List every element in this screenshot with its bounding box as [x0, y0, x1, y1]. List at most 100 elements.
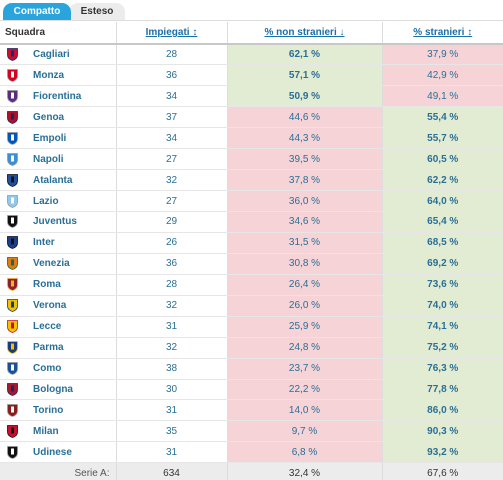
foreign-cell: 64,0 % [381, 190, 503, 212]
team-cell: Bologna [0, 379, 116, 401]
sort-foreign-link[interactable]: % stranieri ↕ [413, 27, 473, 38]
footer-employed: 634 [115, 462, 227, 480]
foreign-cell: 65,4 % [381, 211, 503, 233]
non-foreign-cell: 39,5 % [226, 148, 382, 171]
foreign-cell: 74,0 % [381, 295, 503, 317]
team-link[interactable]: Inter [33, 237, 55, 249]
team-link[interactable]: Atalanta [33, 174, 73, 186]
team-wrap: Udinese [7, 445, 116, 459]
team-cell: Fiorentina [0, 85, 116, 108]
team-link[interactable]: Udinese [33, 446, 72, 458]
column-header-foreign[interactable]: % stranieri ↕ [381, 22, 503, 45]
non-foreign-cell: 44,6 % [226, 106, 382, 129]
verona-crest-icon [7, 299, 18, 313]
view-tabs: Esteso Compatto [0, 0, 503, 21]
foreign-cell: 90,3 % [381, 420, 503, 443]
team-link[interactable]: Genoa [33, 111, 65, 123]
employed-cell: 31 [115, 441, 227, 464]
foreign-cell: 49,1 % [381, 85, 503, 108]
team-link[interactable]: Fiorentina [33, 90, 82, 102]
team-link[interactable]: Lazio [33, 195, 59, 207]
tab-compatto[interactable]: Compatto [3, 3, 71, 21]
team-wrap: Genoa [7, 110, 116, 124]
team-cell: Parma [0, 337, 116, 359]
column-header-team: Squadra [0, 22, 116, 45]
non-foreign-cell: 37,8 % [226, 169, 382, 192]
cagliari-crest-icon [7, 48, 18, 62]
foreign-cell: 60,5 % [381, 148, 503, 171]
table-row: Empoli 34 44,3 % 55,7 % [0, 127, 503, 150]
team-link[interactable]: Monza [33, 69, 65, 81]
venezia-crest-icon [7, 257, 18, 271]
tab-esteso[interactable]: Esteso [69, 3, 125, 21]
non-foreign-cell: 25,9 % [226, 316, 382, 338]
table-row: Torino 31 14,0 % 86,0 % [0, 399, 503, 422]
lecce-crest-icon [7, 320, 18, 334]
team-cell: Inter [0, 232, 116, 254]
genoa-crest-icon [7, 110, 18, 124]
torino-crest-icon [7, 404, 18, 417]
footer-foreign: 67,6 % [381, 462, 503, 480]
foreign-cell: 37,9 % [381, 44, 503, 66]
team-link[interactable]: Torino [33, 404, 64, 416]
team-cell: Monza [0, 64, 116, 87]
team-link[interactable]: Verona [33, 300, 67, 312]
table-row: Parma 32 24,8 % 75,2 % [0, 337, 503, 359]
table-row: Napoli 27 39,5 % 60,5 % [0, 148, 503, 171]
team-cell: Genoa [0, 106, 116, 129]
team-cell: Udinese [0, 441, 116, 464]
tab-divider [0, 20, 503, 21]
team-link[interactable]: Napoli [33, 153, 64, 165]
team-link[interactable]: Juventus [33, 216, 77, 228]
employed-cell: 27 [115, 148, 227, 171]
non-foreign-cell: 36,0 % [226, 190, 382, 212]
team-cell: Roma [0, 274, 116, 296]
foreign-cell: 75,2 % [381, 337, 503, 359]
team-link[interactable]: Parma [33, 342, 64, 354]
table-row: Inter 26 31,5 % 68,5 % [0, 232, 503, 254]
sort-non-foreign-link[interactable]: % non stranieri ↓ [264, 27, 345, 38]
lazio-crest-icon [7, 194, 18, 208]
team-link[interactable]: Milan [33, 425, 59, 437]
team-link[interactable]: Como [33, 363, 62, 375]
team-link[interactable]: Bologna [33, 383, 73, 395]
foreign-cell: 73,6 % [381, 274, 503, 296]
team-wrap: Lecce [7, 320, 116, 334]
non-foreign-cell: 24,8 % [226, 337, 382, 359]
non-foreign-cell: 26,4 % [226, 274, 382, 296]
team-cell: Juventus [0, 211, 116, 233]
non-foreign-cell: 14,0 % [226, 399, 382, 422]
team-cell: Venezia [0, 253, 116, 275]
non-foreign-cell: 22,2 % [226, 379, 382, 401]
foreign-cell: 68,5 % [381, 232, 503, 254]
team-link[interactable]: Roma [33, 279, 61, 291]
team-cell: Napoli [0, 148, 116, 171]
team-wrap: Napoli [7, 152, 116, 166]
team-wrap: Lazio [7, 194, 116, 208]
employed-cell: 36 [115, 64, 227, 87]
employed-cell: 28 [115, 44, 227, 66]
employed-cell: 30 [115, 379, 227, 401]
employed-cell: 34 [115, 85, 227, 108]
employed-cell: 28 [115, 274, 227, 296]
team-link[interactable]: Venezia [33, 258, 70, 270]
non-foreign-cell: 31,5 % [226, 232, 382, 254]
team-link[interactable]: Lecce [33, 321, 62, 333]
team-cell: Empoli [0, 127, 116, 150]
team-wrap: Milan [7, 424, 116, 438]
foreign-cell: 55,7 % [381, 127, 503, 150]
team-link[interactable]: Empoli [33, 132, 67, 144]
employed-cell: 38 [115, 358, 227, 380]
column-header-non-foreign[interactable]: % non stranieri ↓ [226, 22, 382, 45]
team-wrap: Como [7, 362, 116, 375]
non-foreign-cell: 57,1 % [226, 64, 382, 87]
column-header-employed[interactable]: Impiegati ↕ [115, 22, 227, 45]
table-row: Genoa 37 44,6 % 55,4 % [0, 106, 503, 129]
table-row: Bologna 30 22,2 % 77,8 % [0, 379, 503, 401]
table-row: Roma 28 26,4 % 73,6 % [0, 274, 503, 296]
empoli-crest-icon [7, 131, 18, 145]
team-cell: Cagliari [0, 44, 116, 66]
team-link[interactable]: Cagliari [33, 49, 70, 61]
sort-employed-link[interactable]: Impiegati ↕ [145, 27, 198, 38]
como-crest-icon [7, 362, 18, 375]
